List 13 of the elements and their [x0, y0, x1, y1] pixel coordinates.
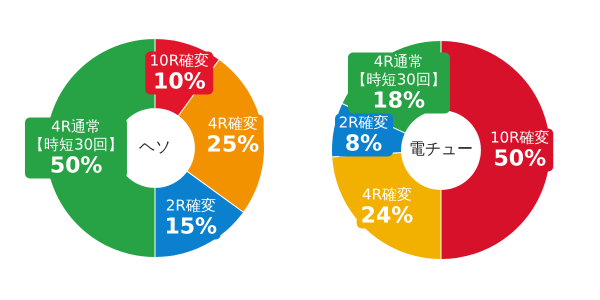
data-label: 15% — [164, 214, 218, 240]
data-label: 50% — [48, 154, 104, 178]
slice-label: 4R確変 — [361, 186, 413, 204]
text: 電チュー — [409, 139, 473, 158]
text: ヘソ — [139, 137, 171, 156]
slice-label: 2R確変 — [164, 196, 217, 215]
slice-label: 4R通常【時短30回】 — [29, 118, 124, 154]
slice-label: 10R確変 — [490, 128, 550, 146]
data-label: 8% — [344, 132, 384, 157]
slice-label: 4R確変 — [206, 114, 259, 132]
data-label: 25% — [206, 132, 260, 158]
data-label: 24% — [360, 204, 414, 229]
data-label: 50% — [492, 146, 548, 172]
